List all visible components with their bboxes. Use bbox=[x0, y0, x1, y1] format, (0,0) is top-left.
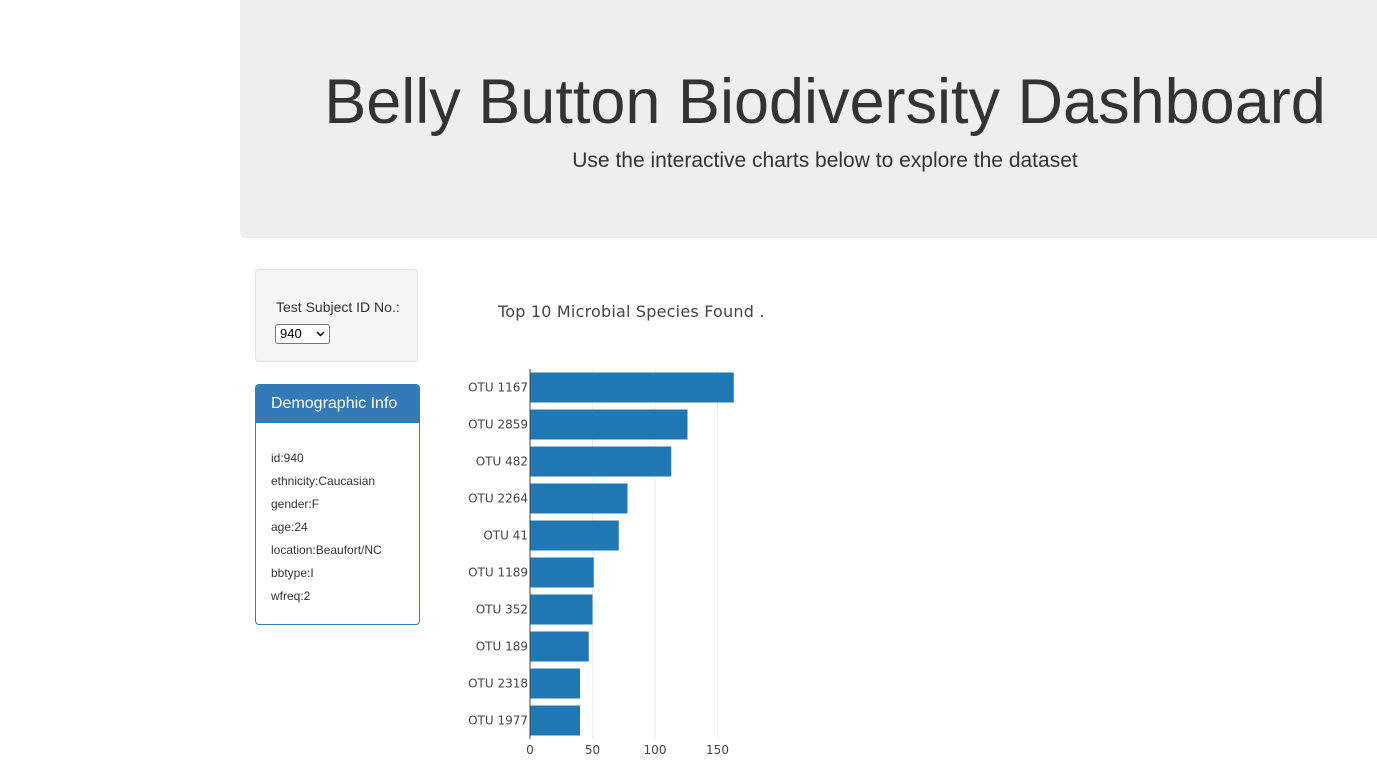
x-tick-label: 0 bbox=[526, 743, 534, 757]
chevron-down-icon bbox=[316, 326, 325, 349]
bar[interactable] bbox=[530, 668, 580, 699]
y-tick-label: OTU 41 bbox=[483, 529, 528, 543]
bar[interactable] bbox=[530, 705, 580, 736]
bar[interactable] bbox=[530, 520, 619, 551]
subject-selector-label: Test Subject ID No.: bbox=[276, 299, 400, 315]
meta-line-wfreq: wfreq:2 bbox=[271, 589, 311, 603]
y-tick-label: OTU 2318 bbox=[468, 677, 528, 691]
bar[interactable] bbox=[530, 409, 688, 440]
y-tick-label: OTU 482 bbox=[476, 455, 528, 469]
subject-selector-panel: Test Subject ID No.: 940 bbox=[255, 269, 418, 362]
meta-line-ethnicity: ethnicity:Caucasian bbox=[271, 474, 376, 488]
x-tick-label: 150 bbox=[706, 743, 729, 757]
demographic-info-panel: Demographic Info id:940 ethnicity:Caucas… bbox=[255, 384, 420, 625]
y-tick-label: OTU 1167 bbox=[468, 381, 528, 395]
subject-id-value: 940 bbox=[280, 326, 302, 341]
bar[interactable] bbox=[530, 372, 734, 403]
y-tick-label: OTU 1189 bbox=[468, 566, 528, 580]
demographic-info-body: id:940 ethnicity:Caucasian gender:F age:… bbox=[256, 423, 419, 608]
bar[interactable] bbox=[530, 483, 628, 514]
meta-line-gender: gender:F bbox=[271, 497, 320, 511]
y-tick-label: OTU 352 bbox=[476, 603, 528, 617]
subject-id-select[interactable]: 940 bbox=[275, 324, 330, 344]
bar[interactable] bbox=[530, 557, 594, 588]
bar[interactable] bbox=[530, 446, 672, 477]
x-tick-label: 50 bbox=[585, 743, 600, 757]
header-jumbotron: Belly Button Biodiversity Dashboard Use … bbox=[240, 0, 1377, 238]
meta-line-location: location:Beaufort/NC bbox=[271, 543, 382, 557]
bar[interactable] bbox=[530, 631, 589, 662]
meta-line-age: age:24 bbox=[271, 520, 308, 534]
y-tick-label: OTU 1977 bbox=[468, 714, 528, 728]
page-subtitle: Use the interactive charts below to expl… bbox=[572, 149, 1078, 172]
y-tick-label: OTU 2859 bbox=[468, 418, 528, 432]
x-tick-label: 100 bbox=[644, 743, 667, 757]
bar-chart-title: Top 10 Microbial Species Found . bbox=[498, 302, 765, 321]
y-tick-label: OTU 189 bbox=[476, 640, 528, 654]
bar[interactable] bbox=[530, 594, 593, 625]
meta-line-id: id:940 bbox=[271, 451, 304, 465]
demographic-info-heading: Demographic Info bbox=[256, 385, 419, 423]
y-tick-label: OTU 2264 bbox=[468, 492, 528, 506]
meta-line-bbtype: bbtype:I bbox=[271, 566, 314, 580]
page-title: Belly Button Biodiversity Dashboard bbox=[324, 67, 1326, 137]
bar-chart: OTU 1167 OTU 2859 OTU 482 OTU 2264 OTU 41 OTU… bbox=[468, 369, 734, 757]
